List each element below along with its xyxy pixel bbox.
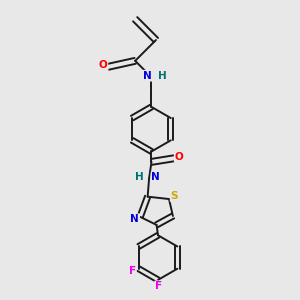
Text: N: N xyxy=(152,172,160,182)
Text: O: O xyxy=(175,152,184,162)
Text: N: N xyxy=(143,71,152,81)
Text: O: O xyxy=(99,60,107,70)
Text: F: F xyxy=(129,266,136,276)
Text: N: N xyxy=(130,214,139,224)
Text: H: H xyxy=(158,71,167,81)
Text: F: F xyxy=(155,281,162,291)
Text: H: H xyxy=(135,172,144,182)
Text: S: S xyxy=(171,191,178,201)
